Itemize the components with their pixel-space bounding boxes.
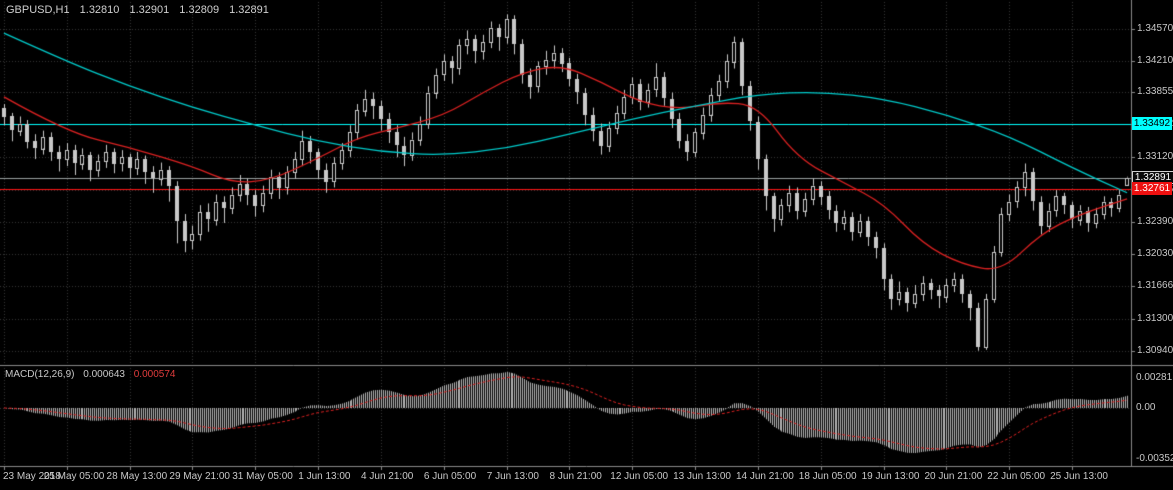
macd-panel-area[interactable] (0, 366, 1131, 466)
main-chart-area[interactable] (0, 0, 1131, 364)
